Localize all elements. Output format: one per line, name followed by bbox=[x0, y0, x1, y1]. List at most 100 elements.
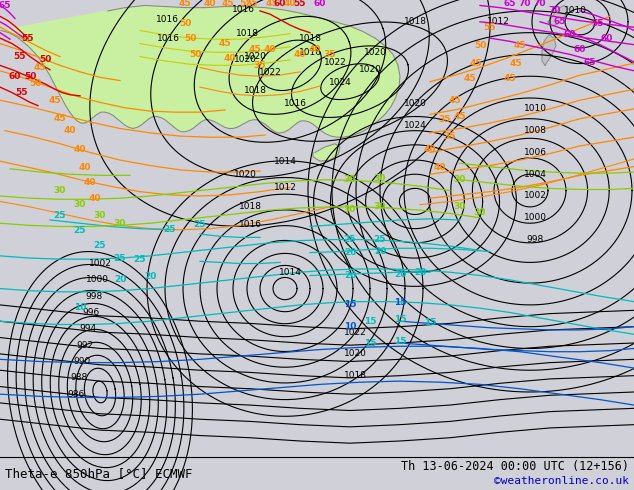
Text: 1000: 1000 bbox=[86, 275, 108, 284]
Text: 15: 15 bbox=[394, 298, 406, 307]
Text: 52: 52 bbox=[239, 0, 251, 8]
Text: 55: 55 bbox=[14, 52, 26, 61]
Text: 15: 15 bbox=[364, 339, 376, 347]
Text: 15: 15 bbox=[394, 315, 406, 323]
Text: 45: 45 bbox=[266, 0, 278, 8]
Text: 30: 30 bbox=[474, 208, 486, 217]
Text: 45: 45 bbox=[219, 39, 231, 48]
Text: 1004: 1004 bbox=[524, 170, 547, 179]
Text: 1012: 1012 bbox=[273, 183, 297, 192]
Text: 994: 994 bbox=[79, 324, 96, 333]
Text: 1016: 1016 bbox=[231, 5, 254, 14]
Text: 45: 45 bbox=[249, 45, 261, 53]
Text: 60: 60 bbox=[9, 72, 21, 81]
Text: 40: 40 bbox=[89, 194, 101, 203]
Text: 25: 25 bbox=[194, 220, 206, 229]
Text: 40: 40 bbox=[434, 163, 446, 172]
Text: 40: 40 bbox=[204, 0, 216, 8]
Text: 60: 60 bbox=[574, 45, 586, 53]
Text: 25: 25 bbox=[134, 255, 146, 264]
Text: 70: 70 bbox=[534, 0, 547, 8]
Text: 45: 45 bbox=[54, 114, 67, 123]
Text: 55: 55 bbox=[16, 88, 29, 97]
Text: 55: 55 bbox=[592, 20, 604, 28]
Text: 1022: 1022 bbox=[259, 69, 281, 77]
Text: 30: 30 bbox=[344, 204, 356, 214]
Text: 1020: 1020 bbox=[243, 52, 266, 61]
Text: 1016: 1016 bbox=[283, 99, 306, 108]
Text: 60: 60 bbox=[601, 34, 613, 43]
Text: 25: 25 bbox=[374, 235, 386, 244]
Text: 1008: 1008 bbox=[524, 126, 547, 135]
Text: 988: 988 bbox=[70, 373, 87, 382]
Text: ©weatheronline.co.uk: ©weatheronline.co.uk bbox=[494, 476, 629, 486]
Text: 1000: 1000 bbox=[524, 213, 547, 222]
Text: 45: 45 bbox=[510, 59, 522, 68]
Text: 40: 40 bbox=[309, 45, 321, 53]
Text: 60: 60 bbox=[564, 30, 576, 39]
Text: 30: 30 bbox=[74, 200, 86, 209]
Text: 15: 15 bbox=[344, 300, 356, 309]
Polygon shape bbox=[1, 5, 400, 137]
Text: 50: 50 bbox=[184, 34, 196, 43]
Text: 30: 30 bbox=[94, 211, 106, 220]
Text: 55: 55 bbox=[294, 0, 306, 8]
Text: 15: 15 bbox=[424, 318, 436, 327]
Text: 30: 30 bbox=[374, 174, 386, 183]
Text: 35: 35 bbox=[444, 132, 456, 141]
Polygon shape bbox=[548, 5, 568, 26]
Text: 25: 25 bbox=[54, 211, 66, 220]
Text: 40: 40 bbox=[79, 163, 91, 172]
Text: 1010: 1010 bbox=[564, 6, 586, 15]
Text: 1016: 1016 bbox=[157, 34, 179, 43]
Text: 1010: 1010 bbox=[524, 104, 547, 113]
Text: 1014: 1014 bbox=[273, 157, 297, 166]
Text: 35: 35 bbox=[324, 50, 336, 59]
Text: 10: 10 bbox=[344, 322, 356, 331]
Text: 30: 30 bbox=[454, 202, 466, 211]
Text: 1014: 1014 bbox=[278, 268, 301, 277]
Text: 50: 50 bbox=[39, 55, 51, 64]
Text: 1006: 1006 bbox=[524, 148, 547, 157]
Text: 1022: 1022 bbox=[323, 57, 346, 67]
Polygon shape bbox=[542, 35, 556, 65]
Text: 45: 45 bbox=[463, 74, 476, 83]
Text: 60: 60 bbox=[314, 0, 326, 8]
Text: 15: 15 bbox=[364, 317, 376, 326]
Text: 1018: 1018 bbox=[403, 17, 427, 26]
Text: 1020: 1020 bbox=[404, 99, 427, 108]
Text: 50: 50 bbox=[189, 50, 201, 59]
Text: 65: 65 bbox=[553, 17, 566, 26]
Text: 1016: 1016 bbox=[299, 48, 321, 57]
Text: 1002: 1002 bbox=[524, 192, 547, 200]
Text: 55: 55 bbox=[22, 34, 34, 43]
Text: 30: 30 bbox=[344, 175, 356, 184]
Text: 45: 45 bbox=[222, 0, 235, 8]
Text: 20: 20 bbox=[344, 271, 356, 280]
Text: 40: 40 bbox=[424, 145, 436, 154]
Text: 65: 65 bbox=[0, 1, 11, 10]
Text: 70: 70 bbox=[549, 6, 561, 15]
Text: 992: 992 bbox=[77, 341, 94, 350]
Text: 20: 20 bbox=[144, 272, 156, 281]
Text: 45: 45 bbox=[470, 59, 482, 68]
Text: 45: 45 bbox=[49, 96, 61, 105]
Text: 1020: 1020 bbox=[363, 48, 387, 57]
Text: 40: 40 bbox=[284, 0, 296, 8]
Text: 1020: 1020 bbox=[344, 349, 366, 358]
Text: 1022: 1022 bbox=[344, 328, 366, 337]
Text: 55: 55 bbox=[246, 0, 258, 8]
Text: 25: 25 bbox=[94, 241, 107, 249]
Text: 996: 996 bbox=[82, 308, 100, 317]
Text: 45: 45 bbox=[454, 112, 467, 121]
Text: 30: 30 bbox=[114, 219, 126, 228]
Text: 25: 25 bbox=[164, 225, 176, 234]
Text: 45: 45 bbox=[179, 0, 191, 8]
Text: 998: 998 bbox=[86, 292, 103, 301]
Text: 1018: 1018 bbox=[235, 29, 259, 38]
Text: 45: 45 bbox=[449, 96, 462, 105]
Text: 40: 40 bbox=[74, 145, 86, 154]
Text: 40: 40 bbox=[64, 126, 76, 135]
Text: 1002: 1002 bbox=[89, 259, 112, 268]
Text: 50: 50 bbox=[29, 79, 41, 88]
